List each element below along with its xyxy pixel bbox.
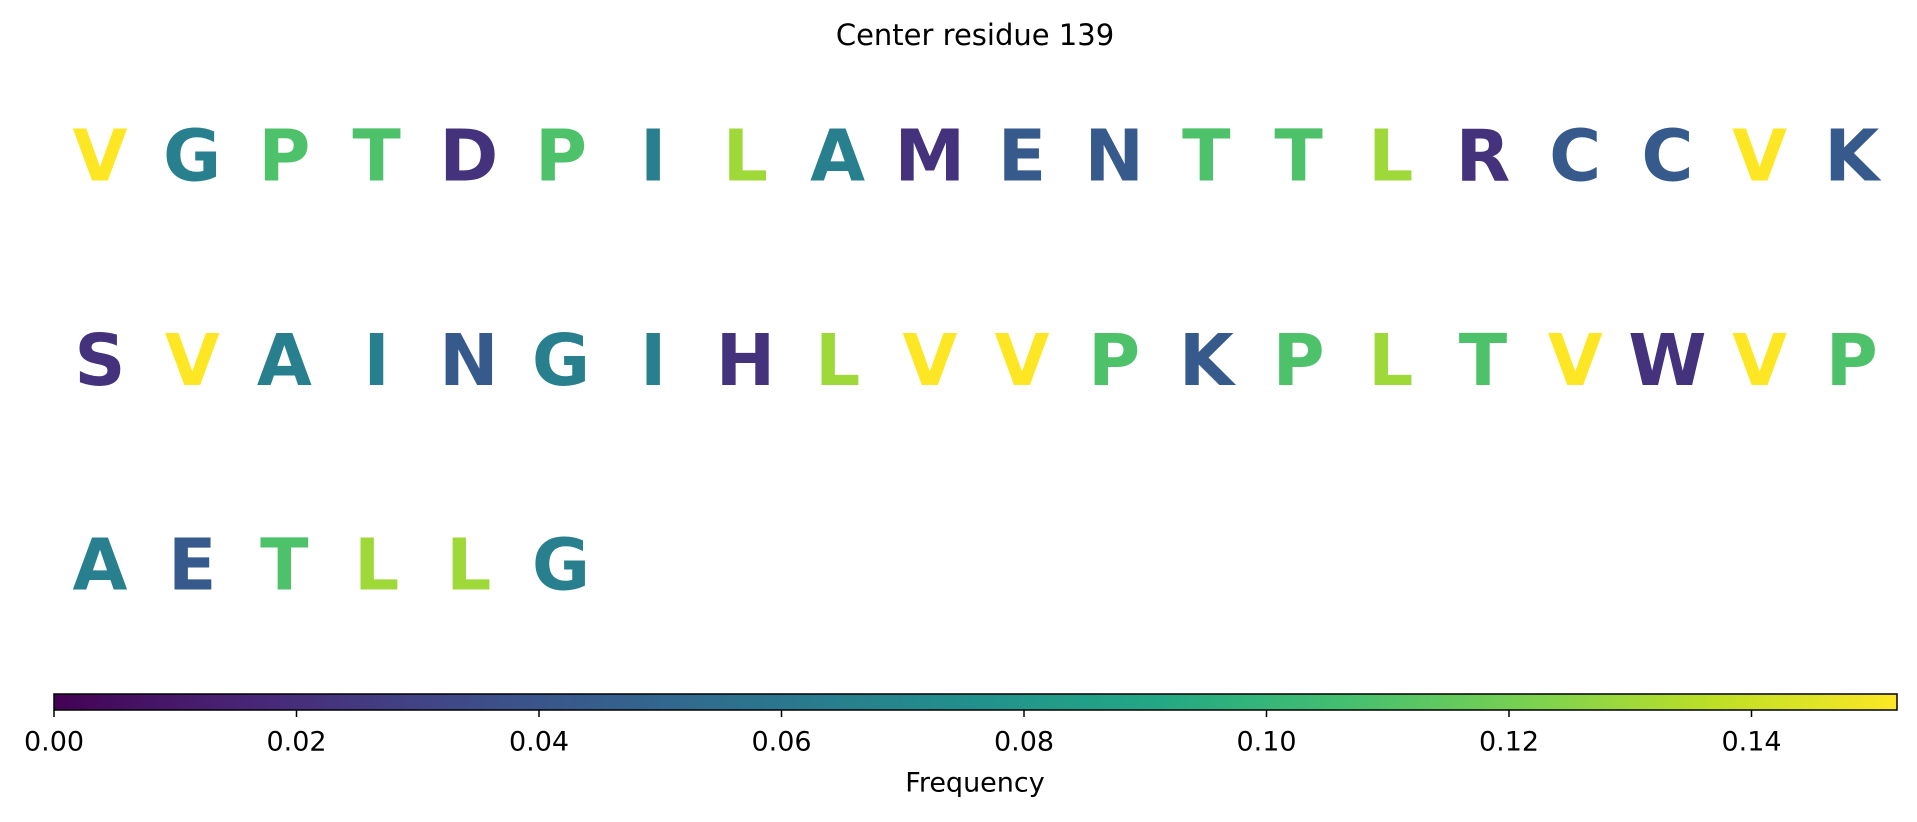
residue: V <box>73 115 128 198</box>
residue: H <box>716 319 775 402</box>
residue: V <box>1732 115 1787 198</box>
residue: V <box>902 319 957 402</box>
residue: N <box>1084 115 1143 198</box>
colorbar-label: Frequency <box>905 768 1045 799</box>
residue: L <box>1368 115 1413 198</box>
residue: C <box>1549 115 1601 198</box>
residue: A <box>810 115 865 198</box>
colorbar <box>53 693 1898 711</box>
residue: I <box>640 319 666 402</box>
residue: K <box>1179 319 1237 402</box>
residue: C <box>1641 115 1693 198</box>
colorbar-tick-label: 0.04 <box>509 727 569 758</box>
residue: E <box>998 115 1047 198</box>
chart-title: Center residue 139 <box>836 18 1114 52</box>
residue: P <box>1088 319 1140 402</box>
residue: P <box>1273 319 1325 402</box>
colorbar-tick-label: 0.06 <box>751 727 811 758</box>
residue: V <box>995 319 1050 402</box>
residue: P <box>1826 319 1878 402</box>
residue: P <box>258 115 310 198</box>
residue: A <box>257 319 312 402</box>
colorbar-tick-label: 0.00 <box>24 727 84 758</box>
residue: N <box>439 319 498 402</box>
residue: M <box>894 115 965 198</box>
residue: V <box>1548 319 1603 402</box>
residue: V <box>1732 319 1787 402</box>
residue: T <box>260 524 309 607</box>
colorbar-tick-label: 0.14 <box>1721 727 1781 758</box>
residue: G <box>532 524 590 607</box>
residue: L <box>354 524 399 607</box>
residue: L <box>815 319 860 402</box>
residue: R <box>1456 115 1511 198</box>
residue: L <box>446 524 491 607</box>
residue: L <box>1368 319 1413 402</box>
residue: K <box>1824 115 1882 198</box>
residue: T <box>1182 115 1231 198</box>
residue: T <box>1459 319 1508 402</box>
residue: E <box>168 524 217 607</box>
residue: A <box>73 524 128 607</box>
residue: I <box>363 319 389 402</box>
colorbar-tick-label: 0.02 <box>266 727 326 758</box>
residue: I <box>640 115 666 198</box>
residue: T <box>1274 115 1323 198</box>
residue: P <box>535 115 587 198</box>
residue: L <box>723 115 768 198</box>
colorbar-tick-label: 0.12 <box>1479 727 1539 758</box>
residue: W <box>1628 319 1706 402</box>
residue: V <box>165 319 220 402</box>
residue: T <box>352 115 401 198</box>
residue: S <box>74 319 125 402</box>
colorbar-tick-label: 0.08 <box>994 727 1054 758</box>
residue: D <box>439 115 498 198</box>
residue: G <box>532 319 590 402</box>
colorbar-tick-label: 0.10 <box>1236 727 1296 758</box>
residue: G <box>163 115 221 198</box>
